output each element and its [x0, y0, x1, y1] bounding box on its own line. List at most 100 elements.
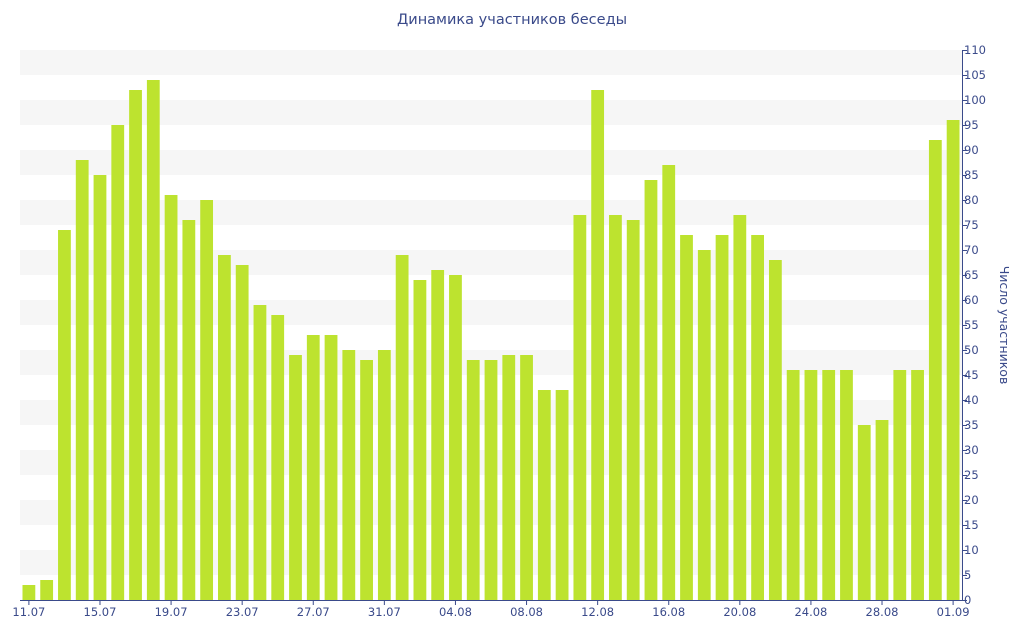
bar-13.08[interactable] [609, 215, 622, 600]
y-tick-label: 40 [964, 393, 979, 407]
bar-11.07[interactable] [22, 585, 36, 600]
grid-band [20, 250, 962, 275]
bar-06.08[interactable] [484, 360, 498, 600]
bar-22.07[interactable] [217, 255, 231, 600]
bar-01.08[interactable] [395, 255, 409, 600]
bar-29.08[interactable] [893, 370, 907, 600]
x-tick-label: 23.07 [226, 605, 259, 619]
grid-band [20, 100, 962, 125]
bar-25.07[interactable] [271, 315, 285, 600]
bar-23.07[interactable] [235, 265, 249, 600]
bar-29.07[interactable] [342, 350, 356, 600]
chart-title: Динамика участников беседы [396, 12, 628, 28]
bar-18.08[interactable] [697, 250, 711, 600]
bar-27.07[interactable] [306, 335, 320, 600]
y-tick-label: 20 [964, 493, 979, 507]
x-tick-label: 08.08 [510, 605, 543, 619]
x-tick-label: 20.08 [723, 605, 756, 619]
bar-04.08[interactable] [449, 275, 462, 600]
bar-08.08[interactable] [520, 355, 533, 600]
bar-02.08[interactable] [413, 280, 427, 600]
bar-15.07[interactable] [93, 175, 107, 600]
bar-23.08[interactable] [786, 370, 800, 600]
bar-12.07[interactable] [40, 580, 54, 600]
y-tick-label: 80 [964, 193, 979, 207]
bar-03.08[interactable] [431, 270, 445, 600]
grid-band [20, 50, 962, 75]
x-tick-label: 24.08 [794, 605, 827, 619]
bar-21.07[interactable] [200, 200, 214, 600]
bar-10.08[interactable] [555, 390, 569, 600]
bar-05.08[interactable] [466, 360, 480, 600]
bar-09.08[interactable] [537, 390, 551, 600]
y-tick-label: 45 [964, 368, 979, 382]
bar-01.09[interactable] [946, 120, 960, 600]
bar-24.07[interactable] [253, 305, 267, 600]
bar-07.08[interactable] [502, 355, 516, 600]
bar-22.08[interactable] [768, 260, 782, 600]
bar-14.07[interactable] [75, 160, 89, 600]
bar-28.08[interactable] [875, 420, 889, 600]
x-tick-label: 27.07 [297, 605, 330, 619]
bar-18.07[interactable] [146, 80, 160, 600]
bar-14.08[interactable] [626, 220, 640, 600]
bar-11.08[interactable] [573, 215, 587, 600]
bar-21.08[interactable] [751, 235, 765, 600]
y-tick-label: 70 [964, 243, 979, 257]
bar-16.08[interactable] [662, 165, 676, 600]
bar-20.07[interactable] [182, 220, 196, 600]
y-tick-label: 55 [964, 318, 979, 332]
y-axis-label: Число участников [997, 266, 1012, 385]
x-tick-label: 31.07 [368, 605, 401, 619]
y-tick-label: 110 [964, 43, 986, 57]
bar-26.07[interactable] [289, 355, 302, 600]
x-tick-label: 04.08 [439, 605, 472, 619]
bar-30.07[interactable] [360, 360, 373, 600]
x-tick-label: 01.09 [937, 605, 970, 619]
x-tick-label: 11.07 [12, 605, 45, 619]
y-tick-label: 75 [964, 218, 979, 232]
grid-band [20, 200, 962, 225]
y-tick-label: 90 [964, 143, 979, 157]
bar-25.08[interactable] [822, 370, 836, 600]
y-tick-label: 0 [964, 593, 971, 607]
y-tick-label: 30 [964, 443, 979, 457]
y-tick-label: 105 [964, 68, 986, 82]
y-tick-label: 100 [964, 93, 986, 107]
bar-15.08[interactable] [644, 180, 658, 600]
bar-13.07[interactable] [58, 230, 71, 600]
bar-19.07[interactable] [164, 195, 178, 600]
x-tick-label: 16.08 [652, 605, 685, 619]
bar-20.08[interactable] [733, 215, 747, 600]
bar-30.08[interactable] [911, 370, 924, 600]
bar-28.07[interactable] [324, 335, 338, 600]
x-tick-label: 19.07 [155, 605, 188, 619]
y-tick-label: 25 [964, 468, 979, 482]
y-tick-label: 50 [964, 343, 979, 357]
y-tick-label: 65 [964, 268, 979, 282]
x-tick-label: 28.08 [866, 605, 899, 619]
x-tick-label: 12.08 [581, 605, 614, 619]
bar-27.08[interactable] [857, 425, 871, 600]
bar-12.08[interactable] [591, 90, 605, 600]
axes: 0 5 10 15 20 25 30 35 40 45 50 55 60 65 70 75 80 85 90 95 10… [12, 43, 986, 619]
grid-band [20, 300, 962, 325]
bar-24.08[interactable] [804, 370, 818, 600]
y-tick-label: 85 [964, 168, 979, 182]
bar-31.07[interactable] [377, 350, 391, 600]
y-tick-label: 10 [964, 543, 979, 557]
bars [22, 80, 960, 600]
grid-band [20, 150, 962, 175]
y-tick-label: 35 [964, 418, 979, 432]
y-tick-label: 60 [964, 293, 979, 307]
bar-17.07[interactable] [129, 90, 142, 600]
bar-26.08[interactable] [840, 370, 853, 600]
bar-17.08[interactable] [680, 235, 693, 600]
bar-16.07[interactable] [111, 125, 125, 600]
bar-31.08[interactable] [928, 140, 942, 600]
y-tick-label: 15 [964, 518, 979, 532]
bar-19.08[interactable] [715, 235, 729, 600]
y-tick-label: 95 [964, 118, 979, 132]
